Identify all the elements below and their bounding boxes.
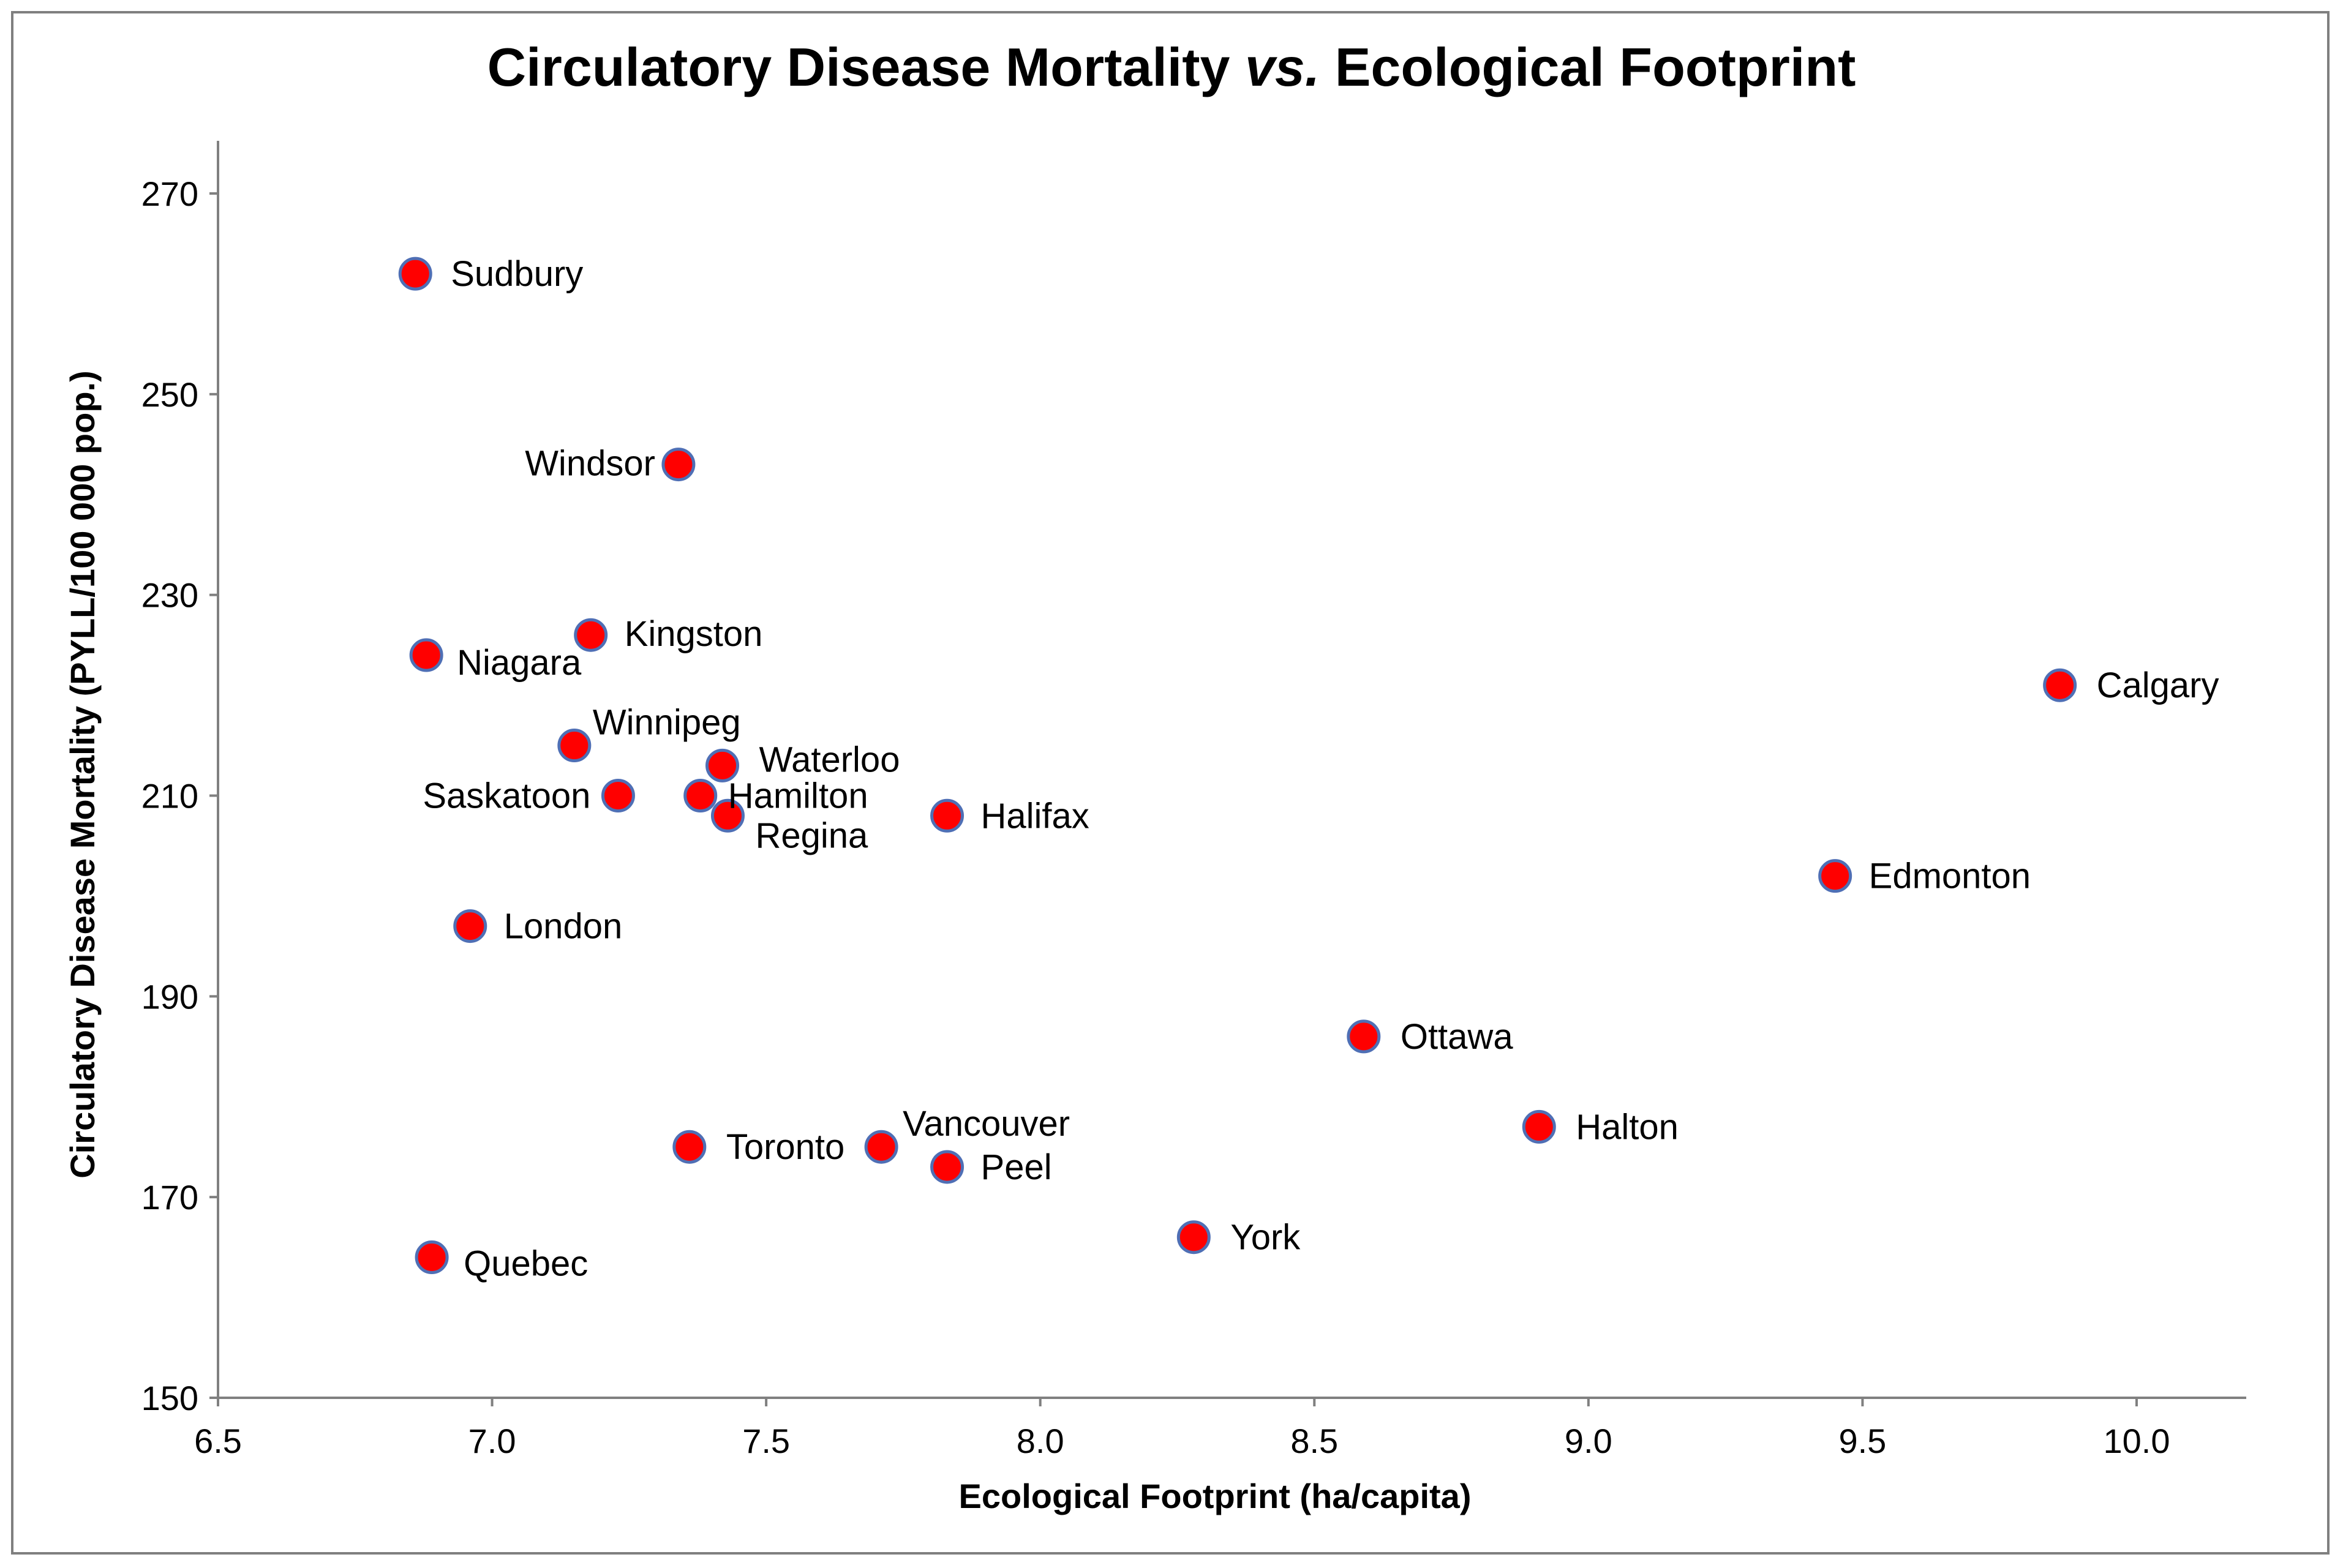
point-label-hamilton: Hamilton — [728, 776, 868, 816]
data-point-quebec — [415, 1240, 449, 1275]
data-point-halifax — [930, 798, 965, 833]
point-label-windsor: Windsor — [525, 444, 655, 484]
y-tick-label: 270 — [141, 174, 198, 213]
point-label-kingston: Kingston — [625, 614, 763, 654]
point-labels: Sudbury Windsor Kingston Niagara Calgary Winn… — [423, 254, 2219, 1283]
x-tick-label: 10.0 — [2103, 1422, 2170, 1460]
point-label-york: York — [1230, 1218, 1301, 1258]
point-label-calgary: Calgary — [2097, 666, 2219, 705]
data-point-saskatoon — [601, 779, 635, 812]
y-axis-ticks: 150 170 190 210 230 250 270 — [141, 174, 218, 1417]
point-label-halifax: Halifax — [981, 796, 1089, 836]
y-tick-label: 210 — [141, 777, 198, 816]
y-tick-label: 190 — [141, 977, 198, 1016]
point-label-regina: Regina — [755, 816, 868, 855]
data-point-hamilton — [683, 779, 718, 812]
y-tick-label: 150 — [141, 1379, 198, 1417]
x-tick-label: 7.0 — [468, 1422, 516, 1460]
data-point-niagara — [409, 638, 443, 672]
data-point-peel — [930, 1150, 965, 1184]
y-tick-label: 170 — [141, 1178, 198, 1217]
data-point-toronto — [672, 1130, 707, 1164]
data-point-waterloo — [705, 748, 740, 782]
point-label-quebec: Quebec — [464, 1244, 588, 1284]
data-point-winnipeg — [557, 729, 592, 763]
point-label-toronto: Toronto — [726, 1127, 844, 1167]
data-point-edmonton — [1818, 859, 1852, 893]
point-label-niagara: Niagara — [457, 643, 582, 683]
data-point-calgary — [2043, 668, 2077, 702]
point-label-waterloo: Waterloo — [759, 740, 900, 779]
data-points — [398, 257, 2077, 1275]
data-point-ottawa — [1347, 1019, 1381, 1054]
x-tick-label: 6.5 — [194, 1422, 242, 1460]
data-point-vancouver — [864, 1130, 898, 1164]
data-point-halton — [1522, 1109, 1556, 1144]
data-point-kingston — [574, 618, 608, 652]
data-point-regina — [710, 798, 745, 833]
x-tick-label: 8.0 — [1017, 1422, 1064, 1460]
chart-frame — [11, 11, 2330, 1555]
point-label-ottawa: Ottawa — [1401, 1017, 1513, 1057]
point-label-sudbury: Sudbury — [451, 254, 583, 294]
x-tick-label: 9.5 — [1838, 1422, 1886, 1460]
x-axis-title: Ecological Footprint (ha/capita) — [959, 1477, 1472, 1515]
point-label-saskatoon: Saskatoon — [423, 776, 590, 816]
chart-title: Circulatory Disease Mortality vs. Ecolog… — [487, 37, 1856, 97]
point-label-winnipeg: Winnipeg — [593, 703, 741, 743]
point-label-vancouver: Vancouver — [903, 1104, 1070, 1144]
data-point-london — [453, 909, 487, 943]
point-label-peel: Peel — [981, 1147, 1052, 1187]
x-tick-label: 7.5 — [742, 1422, 790, 1460]
point-label-london: London — [504, 907, 623, 947]
y-tick-label: 250 — [141, 375, 198, 414]
data-point-york — [1176, 1220, 1211, 1255]
y-tick-label: 230 — [141, 576, 198, 615]
data-point-windsor — [661, 448, 696, 482]
data-point-sudbury — [398, 257, 432, 291]
x-tick-label: 9.0 — [1565, 1422, 1612, 1460]
y-axis-title: Circulatory Disease Mortality (PYLL/100 … — [63, 370, 102, 1179]
point-label-halton: Halton — [1576, 1107, 1679, 1147]
x-axis-ticks: 6.5 7.0 7.5 8.0 8.5 9.0 9.5 10.0 — [194, 1398, 2170, 1460]
point-label-edmonton: Edmonton — [1869, 857, 2031, 896]
x-tick-label: 8.5 — [1290, 1422, 1338, 1460]
